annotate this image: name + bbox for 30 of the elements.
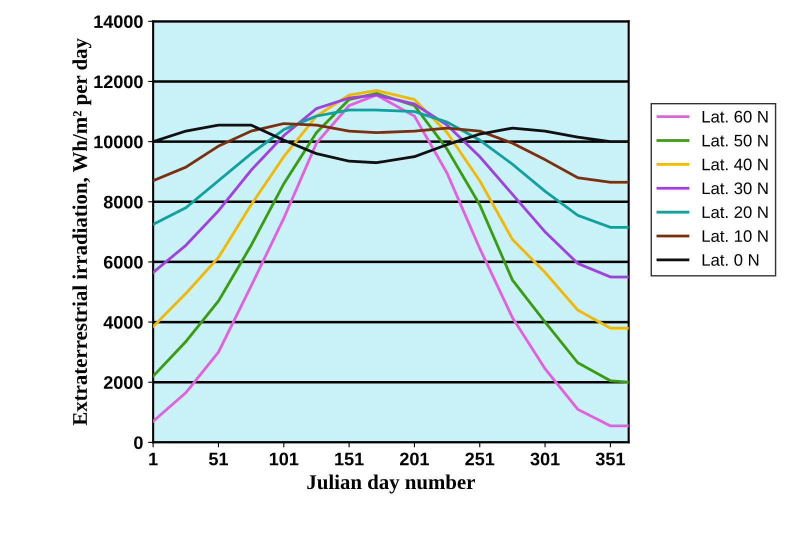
x-axis-title: Julian day number bbox=[307, 474, 475, 494]
legend-label: Lat. 30 N bbox=[702, 182, 768, 194]
legend-label: Lat. 40 N bbox=[702, 158, 768, 170]
legend-label: Lat. 0 N bbox=[702, 254, 758, 266]
x-tick-label: 51 bbox=[208, 452, 228, 466]
legend-label: Lat. 50 N bbox=[702, 134, 768, 146]
x-tick-label: 301 bbox=[530, 452, 560, 466]
line-series bbox=[153, 122, 629, 184]
y-tick-label: 8000 bbox=[104, 196, 143, 208]
y-tick-label: 10000 bbox=[94, 136, 143, 148]
y-axis-title: Extraterrestrial irradiation, Wh/m² per day bbox=[72, 38, 92, 426]
x-tick-label: 251 bbox=[465, 452, 494, 466]
legend-label: Lat. 60 N bbox=[702, 110, 768, 123]
y-tick-label: 4000 bbox=[104, 316, 143, 329]
legend-label: Lat. 20 N bbox=[702, 206, 768, 218]
x-tick-label: 1 bbox=[149, 452, 158, 466]
y-tick-label: 12000 bbox=[94, 75, 143, 88]
y-tick-label: 14000 bbox=[94, 15, 143, 28]
line-series bbox=[153, 89, 629, 330]
line-series bbox=[153, 124, 629, 164]
line-series bbox=[153, 94, 629, 278]
legend-label: Lat. 10 N bbox=[702, 230, 768, 242]
y-tick-label: 0 bbox=[134, 436, 143, 450]
x-tick-label: 151 bbox=[335, 452, 364, 466]
y-tick-label: 6000 bbox=[104, 256, 143, 269]
x-tick-label: 101 bbox=[270, 452, 298, 466]
y-tick-label: 2000 bbox=[104, 376, 143, 389]
x-tick-label: 201 bbox=[400, 452, 429, 466]
line-series bbox=[153, 108, 629, 229]
x-tick-label: 351 bbox=[596, 452, 625, 466]
